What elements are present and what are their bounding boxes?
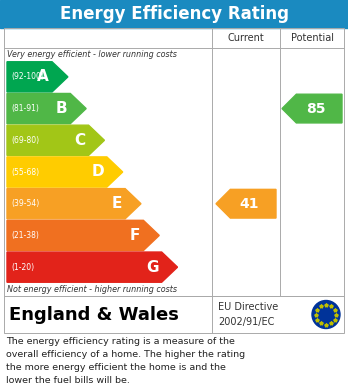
Text: B: B (56, 101, 67, 116)
Text: 41: 41 (240, 197, 259, 211)
Text: 85: 85 (306, 102, 325, 116)
Polygon shape (7, 62, 68, 92)
Text: E: E (112, 196, 122, 211)
Text: C: C (74, 133, 86, 148)
Text: D: D (91, 165, 104, 179)
Text: England & Wales: England & Wales (9, 305, 179, 323)
Text: Current: Current (228, 33, 264, 43)
Polygon shape (216, 189, 276, 218)
Text: Not energy efficient - higher running costs: Not energy efficient - higher running co… (7, 285, 177, 294)
Bar (4, 28, 344, 296)
Text: Very energy efficient - lower running costs: Very energy efficient - lower running co… (7, 50, 177, 59)
Polygon shape (7, 188, 141, 219)
Polygon shape (7, 125, 104, 155)
Polygon shape (7, 252, 177, 282)
Text: (69-80): (69-80) (11, 136, 39, 145)
Text: (81-91): (81-91) (11, 104, 39, 113)
Text: (55-68): (55-68) (11, 167, 39, 176)
Text: The energy efficiency rating is a measure of the
overall efficiency of a home. T: The energy efficiency rating is a measur… (6, 337, 245, 385)
Text: EU Directive
2002/91/EC: EU Directive 2002/91/EC (218, 303, 278, 326)
Polygon shape (282, 94, 342, 123)
Text: Energy Efficiency Rating: Energy Efficiency Rating (60, 5, 288, 23)
Bar (4, 296, 344, 333)
Text: G: G (146, 260, 159, 274)
Polygon shape (7, 93, 86, 124)
Text: A: A (37, 69, 49, 84)
Polygon shape (7, 157, 123, 187)
Text: (39-54): (39-54) (11, 199, 39, 208)
Text: (21-38): (21-38) (11, 231, 39, 240)
Text: F: F (130, 228, 140, 243)
Polygon shape (7, 220, 159, 251)
Text: (1-20): (1-20) (11, 263, 34, 272)
Text: Potential: Potential (291, 33, 333, 43)
Text: (92-100): (92-100) (11, 72, 44, 81)
Bar (0, 0, 348, 28)
Circle shape (312, 301, 340, 328)
